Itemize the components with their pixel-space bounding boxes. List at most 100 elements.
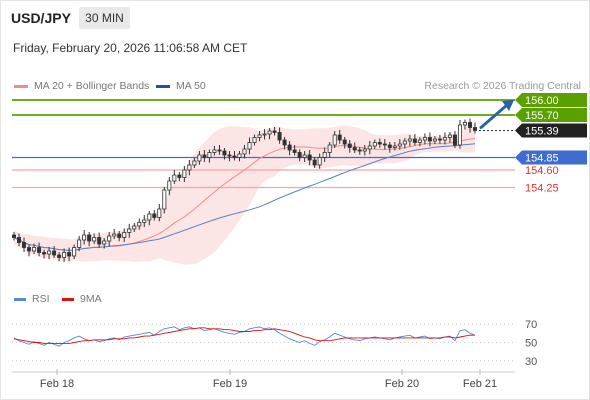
candle-body [67, 252, 72, 257]
candle [282, 137, 287, 150]
candle [287, 141, 292, 156]
candle [422, 133, 427, 145]
candle-body [447, 134, 452, 138]
candle [57, 252, 62, 262]
candle [87, 232, 92, 247]
rsi-ma-line [13, 327, 475, 344]
candle [452, 131, 457, 148]
candle-body [317, 157, 322, 166]
candle-body [27, 247, 32, 252]
candle [42, 249, 47, 259]
candle-body [177, 174, 182, 178]
candle-body [77, 239, 82, 248]
candle-body [307, 154, 312, 161]
x-tick-label: Feb 19 [213, 378, 247, 390]
level-value: 156.00 [525, 95, 559, 107]
candle-body [347, 143, 352, 148]
candle [17, 233, 22, 247]
candle-body [222, 150, 227, 156]
candle [442, 132, 447, 145]
candle [462, 119, 467, 130]
interval-button[interactable]: 30 MIN [79, 7, 130, 29]
candle [132, 223, 137, 232]
candle-body [242, 148, 247, 155]
candle [167, 177, 172, 196]
legend-rsi-label: RSI [32, 293, 50, 305]
candle-body [462, 122, 467, 126]
candle-body [302, 154, 307, 158]
candle-body [92, 237, 97, 242]
candle-body [117, 233, 122, 238]
candle [432, 136, 437, 144]
candle-body [397, 143, 402, 147]
legend-rsi: RSI [14, 293, 50, 305]
candle [147, 211, 152, 226]
candle-body [272, 130, 277, 133]
candle-body [437, 138, 442, 141]
candle [402, 138, 407, 149]
candle-body [207, 152, 212, 158]
candle-body [52, 250, 57, 256]
candle-body [82, 234, 87, 241]
candle [337, 130, 342, 144]
candle [52, 246, 57, 258]
level-label-155.39: 155.39 [515, 123, 587, 138]
candle-body [132, 225, 137, 230]
candle [157, 204, 162, 222]
level-value: 154.25 [525, 183, 559, 195]
candle-body [402, 140, 407, 145]
candle [377, 138, 382, 148]
candle-body [362, 148, 367, 152]
candle [257, 131, 262, 142]
legend-bb-label: MA 20 + Bollinger Bands [34, 80, 150, 92]
candle [32, 243, 37, 254]
candle-body [412, 138, 417, 143]
candle-body [107, 235, 112, 242]
x-tick-label: Feb 21 [463, 378, 497, 390]
candle [242, 145, 247, 159]
candle [192, 158, 197, 168]
candle [107, 232, 112, 247]
candle [342, 137, 347, 149]
candle-body [192, 160, 197, 166]
candle [222, 148, 227, 160]
candle [127, 224, 132, 238]
candle-body [142, 219, 147, 223]
level-label-154.85: 154.85 [515, 150, 587, 165]
candle-body [187, 164, 192, 171]
candle-body [17, 237, 22, 243]
candle [137, 218, 142, 230]
candle-body [372, 142, 377, 147]
candle [367, 141, 372, 155]
candle [312, 157, 317, 168]
candle-body [262, 133, 267, 136]
candle-body [47, 250, 52, 255]
candle [372, 139, 377, 149]
candle-body [427, 137, 432, 142]
candle [47, 247, 52, 260]
candle [172, 170, 177, 184]
forecast-arrow-shaft [479, 103, 509, 129]
candle [322, 147, 327, 162]
candle [382, 139, 387, 150]
attribution: Research © 2026 Trading Central [424, 80, 581, 92]
rsi-tick-70: 70 [525, 319, 537, 331]
candle [92, 233, 97, 244]
candle-body [162, 189, 167, 210]
candle-body [247, 142, 252, 150]
candle-body [237, 153, 242, 158]
candle [317, 153, 322, 169]
legend-bb-swatch [14, 84, 28, 88]
candle-body [282, 139, 287, 146]
candle [37, 242, 42, 257]
candle [327, 142, 332, 158]
candle [252, 134, 257, 146]
candle-body [267, 130, 272, 135]
legend-rsi-ma-swatch [62, 297, 74, 301]
level-value: 155.70 [525, 110, 559, 122]
candle-body [442, 137, 447, 141]
candle-body [337, 134, 342, 141]
ma50-line [13, 143, 476, 251]
candle-body [97, 237, 102, 245]
level-value: 154.85 [525, 153, 559, 165]
